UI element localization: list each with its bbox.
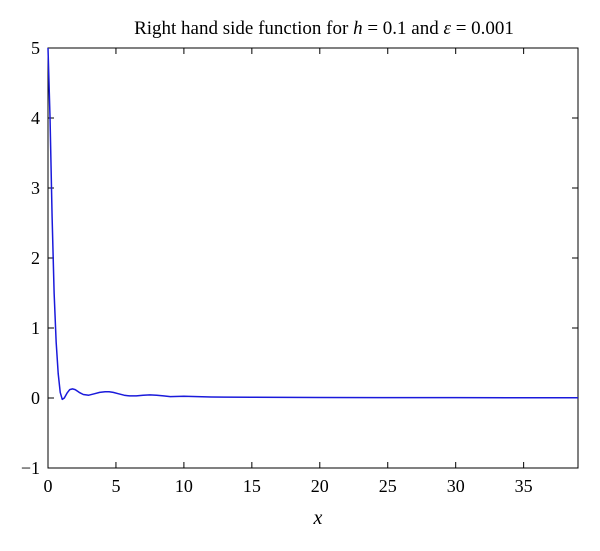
series-layer [47, 47, 578, 401]
series-line [47, 47, 578, 401]
plot-frame [47, 47, 579, 469]
x-tick-label: 5 [111, 476, 120, 496]
y-tick-label: 4 [31, 108, 40, 128]
title-mid-1: = 0.1 and [363, 18, 444, 39]
title-var-epsilon: ε [443, 18, 451, 39]
axes [47, 47, 579, 469]
title-var-h: h [353, 18, 363, 39]
y-tick-label: 2 [31, 248, 40, 268]
y-tick-label: 3 [31, 178, 40, 198]
y-tick-label: −1 [21, 458, 40, 478]
y-tick-label: 0 [31, 388, 40, 408]
y-tick-label: 1 [31, 318, 40, 338]
x-tick-label: 25 [379, 476, 397, 496]
x-tick-label: 35 [515, 476, 533, 496]
x-tick-label: 0 [44, 476, 53, 496]
title-mid-2: = 0.001 [451, 18, 514, 39]
x-tick-label: 10 [175, 476, 193, 496]
x-tick-label: 15 [243, 476, 261, 496]
x-axis-label: x [313, 507, 323, 529]
y-tick-label: 5 [31, 38, 40, 58]
x-tick-label: 20 [311, 476, 329, 496]
x-tick-label: 30 [447, 476, 465, 496]
title-prefix: Right hand side function for [134, 18, 353, 39]
chart-title: Right hand side function for h = 0.1 and… [134, 18, 514, 39]
